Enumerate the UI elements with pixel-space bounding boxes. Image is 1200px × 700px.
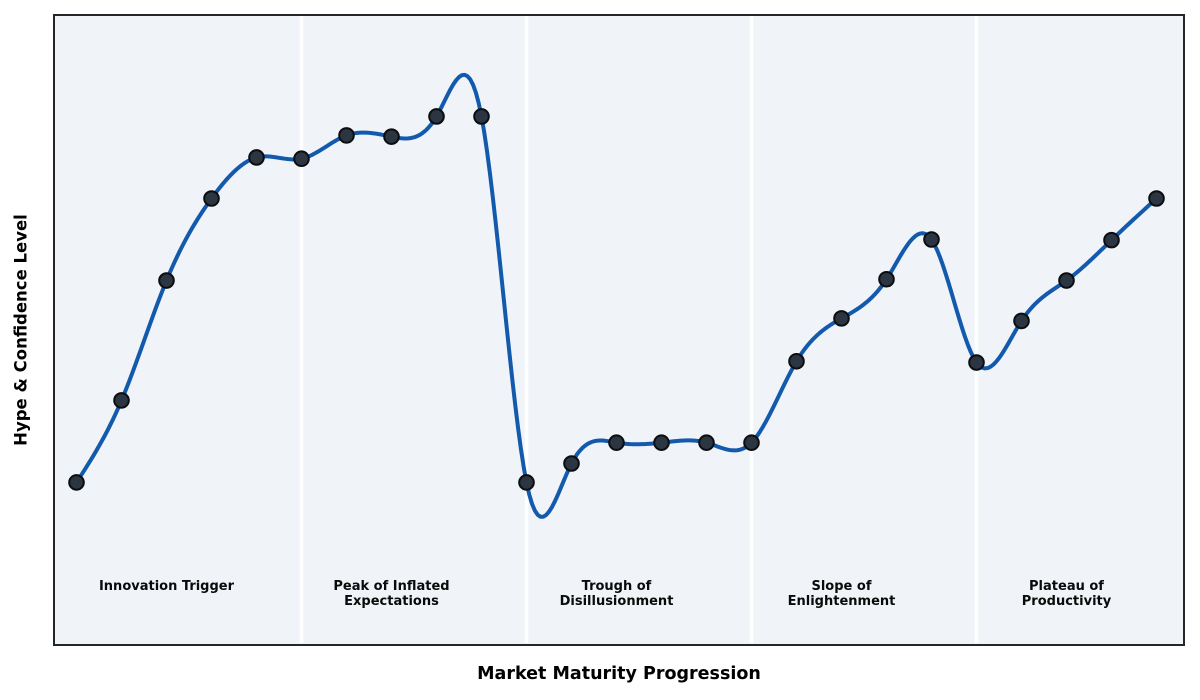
x-axis-label: Market Maturity Progression [477,664,761,684]
data-point-marker [1148,190,1165,207]
data-point-marker [788,352,805,370]
phase-label: Peak of Inflated Expectations [333,579,450,609]
data-point-marker [923,231,940,248]
data-point-marker [428,108,445,125]
data-point-marker [563,455,580,472]
data-point-marker [698,434,715,451]
phase-label: Slope of Enlightenment [787,579,896,609]
data-point-marker [383,128,400,145]
data-point-marker [833,310,850,327]
data-point-marker [608,434,625,451]
data-point-marker [293,150,310,168]
data-point-marker [878,270,895,288]
data-point-marker [68,474,85,491]
y-axis-label: Hype & Confidence Level [11,214,31,446]
data-point-marker [1013,312,1030,330]
data-point-marker [203,190,220,207]
hype-cycle-chart [68,16,1165,643]
data-point-marker [518,474,535,491]
phase-label: Trough of Disillusionment [559,579,674,609]
data-point-marker [968,354,985,371]
data-point-marker [248,149,265,166]
data-point-marker [743,434,760,451]
data-point-marker [113,392,130,409]
plot-area: Innovation Trigger Peak of Inflated Expect… [53,14,1185,646]
data-point-marker [653,434,670,451]
data-point-marker [473,108,490,125]
phase-label: Plateau of Productivity [1021,579,1112,609]
data-point-marker [1058,272,1075,289]
data-point-marker [338,127,355,144]
data-point-marker [158,272,175,289]
phase-label: Innovation Trigger [98,579,235,594]
data-point-marker [1103,231,1120,249]
